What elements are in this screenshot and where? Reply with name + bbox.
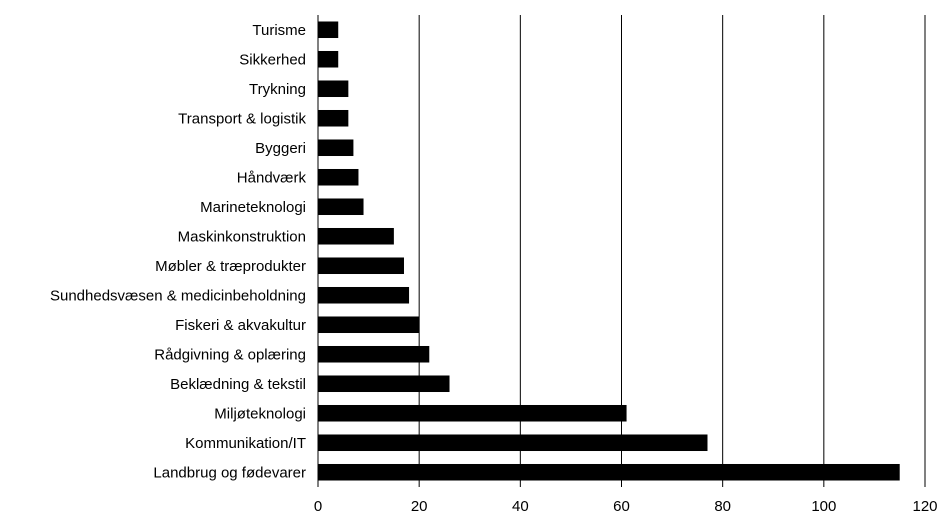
category-label: Maskinkonstruktion: [178, 228, 306, 245]
category-label: Miljøteknologi: [214, 405, 306, 422]
category-label: Sundhedsvæsen & medicinbeholdning: [50, 287, 306, 304]
bar: [318, 286, 410, 304]
bar: [318, 257, 404, 275]
bar: [318, 21, 339, 39]
x-tick-label: 40: [512, 498, 529, 513]
category-label: Kommunikation/IT: [185, 435, 306, 452]
x-tick-labels: 0 20 40 60 80 100 120: [314, 498, 938, 513]
bar: [318, 109, 349, 127]
x-tick-label: 0: [314, 498, 322, 513]
category-label: Beklædning & tekstil: [170, 376, 306, 393]
category-label: Marineteknologi: [200, 199, 306, 216]
category-label: Møbler & træprodukter: [155, 258, 306, 275]
bar: [318, 168, 359, 186]
x-tick-label: 80: [714, 498, 731, 513]
category-labels: Turisme Sikkerhed Trykning Transport & logi…: [50, 22, 307, 482]
category-label: Fiskeri & akvakultur: [175, 317, 306, 334]
bar: [318, 434, 708, 452]
category-label: Rådgivning & oplæring: [154, 346, 306, 363]
bar: [318, 375, 450, 393]
category-label: Landbrug og fødevarer: [153, 464, 306, 481]
bar: [318, 316, 420, 334]
bar: [318, 198, 364, 216]
bar: [318, 345, 430, 363]
bar: [318, 227, 394, 245]
bar: [318, 139, 354, 157]
x-tick-label: 60: [613, 498, 630, 513]
bar: [318, 50, 339, 68]
bar: [318, 80, 349, 98]
category-label: Turisme: [252, 22, 306, 39]
category-label: Transport & logistik: [178, 110, 306, 127]
category-label: Håndværk: [237, 169, 307, 186]
category-label: Byggeri: [255, 140, 306, 157]
category-label: Sikkerhed: [239, 51, 306, 68]
x-tick-label: 20: [411, 498, 428, 513]
x-tick-label: 100: [811, 498, 836, 513]
bars: [318, 21, 900, 481]
category-label: Trykning: [249, 81, 306, 98]
bar: [318, 404, 627, 422]
x-tick-label: 120: [912, 498, 937, 513]
bar: [318, 463, 900, 481]
